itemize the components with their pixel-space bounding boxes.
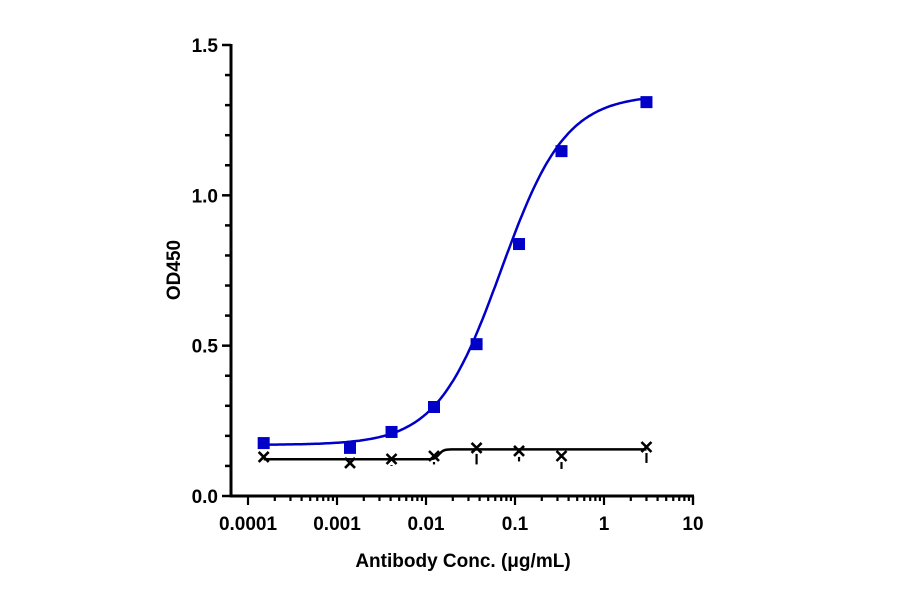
y-tick-label: 1.5 [192,36,219,57]
data-point-square [470,338,483,351]
x-tick-label: 0.0001 [219,514,278,535]
fit-curve [263,448,647,461]
fit-curve [263,97,647,446]
y-tick-label: 0.0 [192,487,218,508]
x-axis: 0.0001 0.001 0.01 0.1 1 10 [219,494,704,535]
x-tick-label: 0.001 [313,514,361,535]
x-tick-label: 0.01 [408,514,445,535]
data-point-x [385,453,398,465]
x-axis-title: Antibody Conc. (μg/mL) [355,551,570,572]
data-point-square [513,238,526,251]
series-antibody [257,96,653,454]
y-tick-label: 1.0 [192,186,218,207]
data-point-x [470,441,483,454]
y-axis-title: OD450 [164,240,185,300]
data-point-square [428,401,441,414]
data-point-square [385,425,398,438]
data-point-x [513,444,525,457]
x-tick-label: 1 [599,514,610,535]
data-point-x [428,450,440,462]
data-point-x [555,450,568,462]
y-axis: 0.0 0.5 1.0 1.5 [192,36,233,508]
data-point-x [257,450,270,463]
x-tick-label: 10 [682,514,703,535]
data-point-x [344,457,356,469]
data-point-square [555,145,568,158]
data-point-square [344,441,357,454]
x-tick-label: 0.1 [502,514,529,535]
data-point-square [257,437,270,450]
data-point-square [640,96,653,109]
data-point-x [640,441,653,453]
series-control [257,441,653,469]
y-tick-label: 0.5 [192,337,219,358]
plot-area [257,96,653,469]
